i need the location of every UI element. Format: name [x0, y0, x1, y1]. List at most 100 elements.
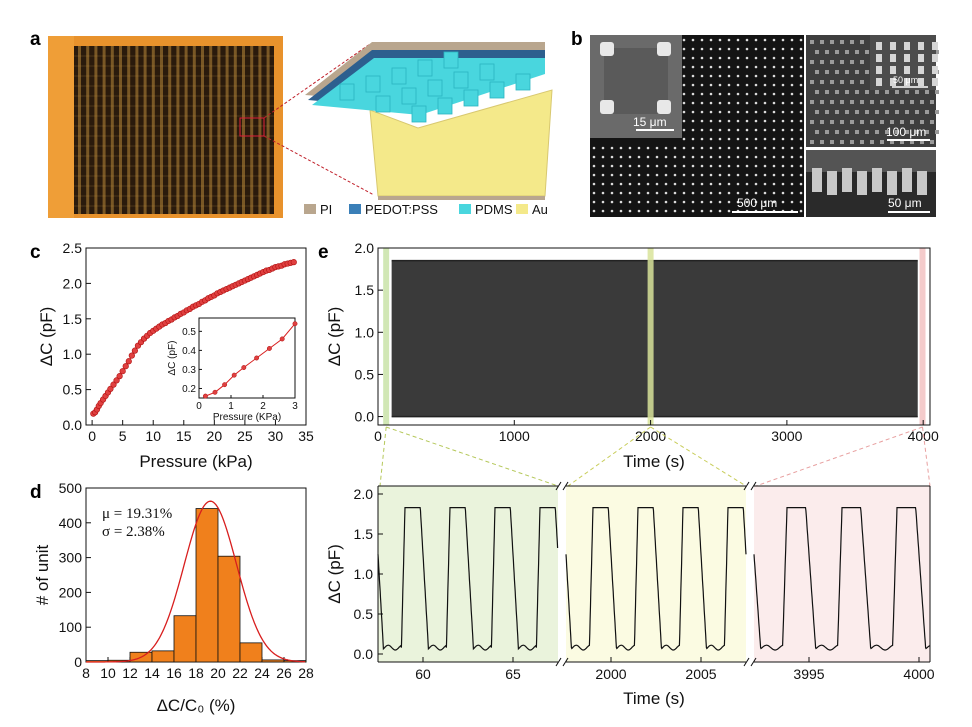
- sem-dot: [790, 101, 794, 105]
- sem-pillar-top: [840, 100, 844, 104]
- sem-pillar-top: [915, 90, 919, 94]
- sem-dot: [736, 56, 740, 60]
- sem-dot: [772, 38, 776, 42]
- sem-dot: [772, 191, 776, 195]
- sem-dot: [709, 92, 713, 96]
- sem-pillar-top: [820, 80, 824, 84]
- sem-dot: [745, 164, 749, 168]
- axis-break: [562, 657, 569, 667]
- sem-pillar-top: [830, 120, 834, 124]
- electrode-line: [160, 46, 163, 214]
- sem-dot: [763, 47, 767, 51]
- sem-dot: [700, 137, 704, 141]
- data-point: [122, 363, 129, 370]
- sem-dot: [799, 83, 803, 87]
- sem-pillar-top: [850, 80, 854, 84]
- sem-pillar-top: [835, 50, 839, 54]
- segment-bg: [378, 486, 558, 662]
- sem-pillar-top: [820, 100, 824, 104]
- electrode-line: [192, 46, 196, 214]
- sem-dot: [718, 200, 722, 204]
- sem-dot: [628, 182, 632, 186]
- sem-dot: [727, 191, 731, 195]
- sem-dot: [790, 56, 794, 60]
- sem-dot: [718, 92, 722, 96]
- sem-pillar-top: [920, 140, 924, 144]
- sem-dot: [637, 164, 641, 168]
- sem-dot: [736, 173, 740, 177]
- sem-pillar-top: [865, 110, 869, 114]
- pdms-pillar: [427, 79, 443, 97]
- sem-dot: [718, 74, 722, 78]
- sem-dot: [727, 182, 731, 186]
- zoom-connector: [567, 426, 651, 487]
- signal-band: [391, 260, 918, 417]
- x-tick-label: 10: [145, 428, 161, 444]
- sem-dot: [619, 182, 623, 186]
- x-tick-label: 16: [166, 665, 182, 681]
- legend-label-pi: PI: [320, 202, 332, 217]
- sem-dot: [673, 209, 677, 213]
- sem-dot: [664, 173, 668, 177]
- sem-pillar-top: [810, 140, 814, 144]
- sem-dot: [727, 65, 731, 69]
- sem-pillar-top: [890, 120, 894, 124]
- sem-pillar-top: [855, 130, 859, 134]
- sem-pillar-zoom: [932, 78, 938, 86]
- sem-dot: [799, 128, 803, 132]
- sem-pillar-top: [845, 50, 849, 54]
- sem-dot: [709, 74, 713, 78]
- sem-dot: [664, 209, 668, 213]
- sem-pillar-top: [820, 120, 824, 124]
- data-point: [113, 377, 120, 384]
- sem-dot: [799, 146, 803, 150]
- x-tick-label: 15: [176, 428, 192, 444]
- sem-dot: [637, 191, 641, 195]
- sem-pillar-top: [850, 60, 854, 64]
- sem-pillar-top: [820, 60, 824, 64]
- electrode-line: [201, 46, 204, 214]
- sem-pillar-top: [830, 100, 834, 104]
- sem-pillar-top: [825, 90, 829, 94]
- sem-dot: [772, 182, 776, 186]
- sem-dot: [646, 173, 650, 177]
- sem-dot: [754, 56, 758, 60]
- sem-pillar-top: [925, 130, 929, 134]
- sem-dot: [736, 92, 740, 96]
- sem-pillar-zoom: [904, 66, 910, 74]
- y-tick-label: 2.0: [63, 275, 83, 291]
- sem-dot: [691, 38, 695, 42]
- y-tick-label: 1.5: [354, 526, 374, 542]
- sem-dot: [700, 110, 704, 114]
- sem-dot: [691, 173, 695, 177]
- sem-dot: [736, 128, 740, 132]
- sem-dot: [745, 119, 749, 123]
- x-tick-label: 3000: [771, 428, 802, 444]
- sem-dot: [709, 47, 713, 51]
- histogram-bar: [173, 615, 197, 663]
- sem-pillar-top: [815, 70, 819, 74]
- sem-dot: [799, 137, 803, 141]
- sem-dot: [763, 164, 767, 168]
- sem-dot: [799, 200, 803, 204]
- material-legend: PI PEDOT:PSS PDMS Au: [304, 202, 548, 217]
- stat-mu: μ = 19.31%: [102, 506, 172, 522]
- y-tick-label: 1.0: [355, 324, 375, 340]
- sem-dot: [682, 182, 686, 186]
- sem-pillar-top: [835, 70, 839, 74]
- sem-dot: [718, 209, 722, 213]
- y-tick-label: 2.0: [355, 240, 375, 256]
- inset-point: [254, 355, 260, 361]
- sem-dot: [691, 92, 695, 96]
- sem-pillar-top: [905, 90, 909, 94]
- sem-dot: [790, 173, 794, 177]
- x-tick-label: 12: [122, 665, 138, 681]
- pdms-pillar: [417, 59, 433, 77]
- sem-dot: [772, 173, 776, 177]
- sem-dot: [754, 119, 758, 123]
- sem-dot: [709, 83, 713, 87]
- y-tick-label: 1.5: [63, 311, 83, 327]
- scalebar-15um: 15 μm: [633, 115, 667, 129]
- y-tick-label: 2.5: [63, 240, 83, 256]
- sensor-schematic: [305, 42, 553, 200]
